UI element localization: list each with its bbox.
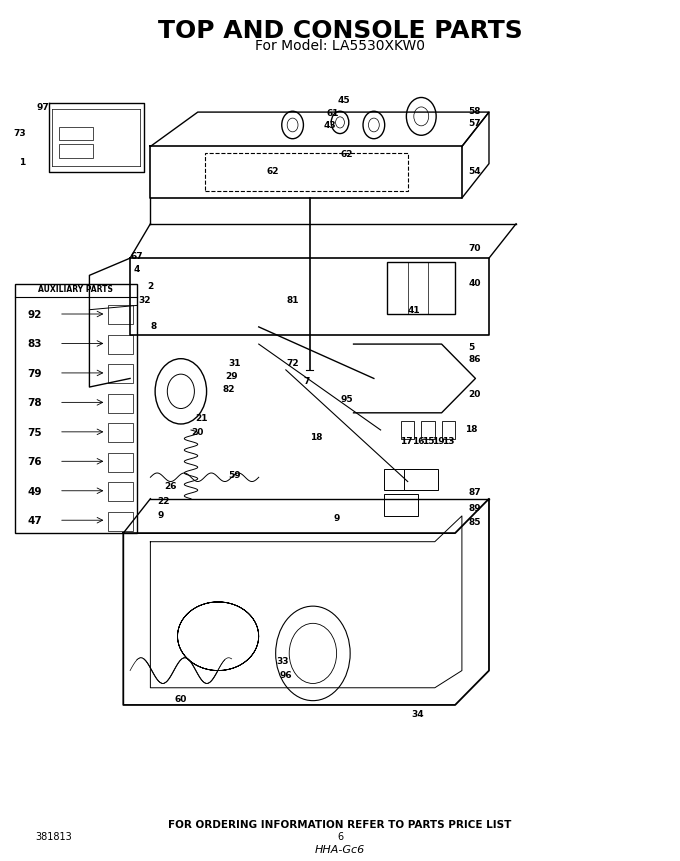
Text: 33: 33 <box>276 656 289 665</box>
Text: 49: 49 <box>27 486 41 496</box>
Bar <box>388 263 455 314</box>
Text: 61: 61 <box>327 108 339 117</box>
Text: 20: 20 <box>469 390 481 399</box>
Text: 17: 17 <box>400 437 413 445</box>
Text: 31: 31 <box>228 359 241 368</box>
Text: 9: 9 <box>333 513 340 523</box>
Bar <box>422 422 435 439</box>
Bar <box>384 495 418 517</box>
Text: 95: 95 <box>341 394 353 403</box>
Text: 21: 21 <box>195 413 207 422</box>
Text: 40: 40 <box>469 278 481 288</box>
Text: 34: 34 <box>411 709 424 718</box>
Text: 87: 87 <box>469 488 481 497</box>
Text: HHA-Gc6: HHA-Gc6 <box>315 845 365 854</box>
Bar <box>405 469 438 491</box>
Text: 57: 57 <box>469 119 481 127</box>
Text: 18: 18 <box>465 424 478 433</box>
Text: 6: 6 <box>337 831 343 840</box>
Text: 29: 29 <box>225 372 238 381</box>
Text: TOP AND CONSOLE PARTS: TOP AND CONSOLE PARTS <box>158 20 522 43</box>
Text: 97: 97 <box>36 103 49 112</box>
Text: 1: 1 <box>20 158 26 167</box>
Text: 7: 7 <box>303 376 309 385</box>
Bar <box>108 512 133 531</box>
Text: 76: 76 <box>27 457 41 467</box>
Text: 67: 67 <box>131 251 143 261</box>
Bar <box>108 453 133 472</box>
Text: 62: 62 <box>266 167 279 176</box>
Bar <box>384 469 418 491</box>
Text: 86: 86 <box>469 355 481 363</box>
Text: 72: 72 <box>286 359 299 368</box>
Text: 16: 16 <box>411 437 424 445</box>
Text: 45: 45 <box>337 96 350 104</box>
Text: 54: 54 <box>469 167 481 176</box>
Text: 89: 89 <box>469 503 481 512</box>
Text: 5: 5 <box>469 343 475 352</box>
Bar <box>108 394 133 413</box>
Text: 47: 47 <box>27 516 42 525</box>
Text: 381813: 381813 <box>35 831 72 840</box>
Text: AUXILIARY PARTS: AUXILIARY PARTS <box>39 284 114 294</box>
Text: 20: 20 <box>192 428 204 437</box>
Text: 18: 18 <box>310 433 322 442</box>
Text: 2: 2 <box>148 282 154 291</box>
Text: 26: 26 <box>165 482 177 491</box>
Bar <box>108 336 133 355</box>
Text: 32: 32 <box>138 295 150 305</box>
Text: 83: 83 <box>27 339 41 349</box>
Text: 13: 13 <box>442 437 455 445</box>
Bar <box>59 127 92 141</box>
Bar <box>108 424 133 443</box>
Text: 9: 9 <box>157 510 164 519</box>
Text: 70: 70 <box>469 244 481 253</box>
Text: 22: 22 <box>158 497 170 505</box>
Text: 15: 15 <box>422 437 435 445</box>
Bar <box>59 145 92 158</box>
Bar <box>108 365 133 384</box>
Text: For Model: LA5530XKW0: For Model: LA5530XKW0 <box>255 39 425 53</box>
Text: 41: 41 <box>408 306 420 315</box>
Text: 8: 8 <box>151 321 157 331</box>
Text: 60: 60 <box>175 694 187 703</box>
Text: 79: 79 <box>27 369 41 379</box>
Bar <box>108 306 133 325</box>
Text: 78: 78 <box>27 398 41 408</box>
Text: 92: 92 <box>27 310 41 319</box>
Bar <box>401 422 415 439</box>
Text: 73: 73 <box>13 129 26 138</box>
Text: 58: 58 <box>469 107 481 115</box>
Bar <box>205 154 408 192</box>
Text: 75: 75 <box>27 427 41 437</box>
Bar <box>15 285 137 534</box>
Text: 62: 62 <box>341 150 353 158</box>
Bar <box>441 422 455 439</box>
Text: FOR ORDERING INFORMATION REFER TO PARTS PRICE LIST: FOR ORDERING INFORMATION REFER TO PARTS … <box>169 819 511 828</box>
Text: 19: 19 <box>432 437 445 445</box>
Text: 82: 82 <box>222 385 235 393</box>
Bar <box>108 483 133 501</box>
Text: 59: 59 <box>228 471 241 480</box>
Text: 4: 4 <box>134 264 140 274</box>
Text: 81: 81 <box>286 295 299 305</box>
Text: 85: 85 <box>469 517 481 526</box>
Text: 96: 96 <box>279 671 292 679</box>
Text: 43: 43 <box>324 121 336 129</box>
